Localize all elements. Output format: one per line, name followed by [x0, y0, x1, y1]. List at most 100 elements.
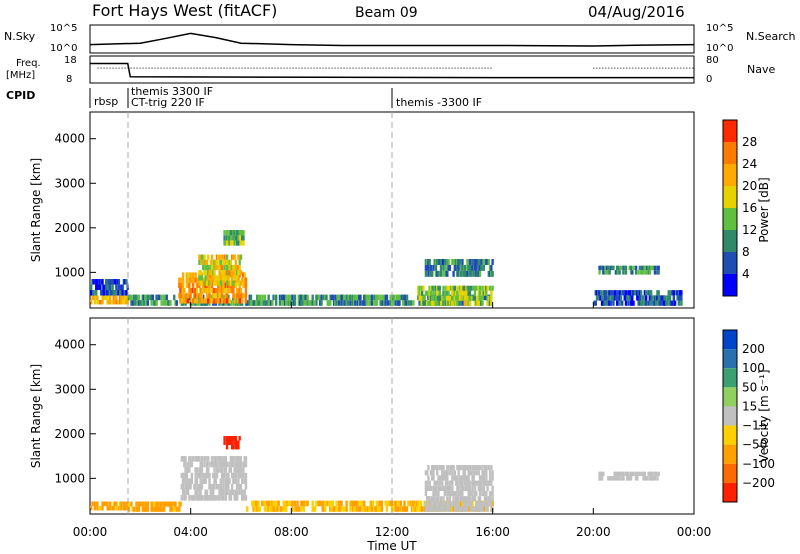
- y-tick-label: 1000: [54, 471, 85, 485]
- scatter-cell: [471, 485, 474, 491]
- scatter-cell: [237, 277, 240, 283]
- scatter-cell: [424, 485, 428, 491]
- scatter-cell: [195, 495, 199, 501]
- scatter-cell: [218, 287, 221, 294]
- scatter-cell: [394, 506, 397, 512]
- scatter-cell: [285, 300, 288, 306]
- scatter-cell: [453, 259, 457, 265]
- colorbar-tick-label: 8: [742, 245, 750, 259]
- scatter-cell: [432, 264, 435, 271]
- scatter-cell: [482, 501, 485, 507]
- scatter-cell: [215, 298, 219, 304]
- scatter-cell: [464, 465, 468, 471]
- colorbar-frame: [722, 119, 738, 297]
- scatter-cell: [235, 495, 239, 501]
- scatter-cell: [405, 294, 409, 301]
- scatter-cell: [189, 277, 192, 283]
- scatter-cell: [184, 293, 187, 299]
- scatter-cell: [481, 290, 484, 296]
- scatter-cell: [283, 506, 287, 512]
- scatter-cell: [436, 496, 439, 502]
- scatter-cell: [272, 506, 275, 512]
- scatter-cell: [198, 467, 201, 473]
- scatter-cell: [403, 294, 406, 301]
- colorbar-swatch: [723, 463, 737, 483]
- scatter-cell: [475, 259, 478, 265]
- scatter-cell: [456, 270, 459, 277]
- scatter-cell: [373, 506, 376, 512]
- scatter-cell: [135, 506, 138, 512]
- scatter-cell: [448, 480, 452, 486]
- scatter-cell: [472, 470, 475, 476]
- scatter-cell: [441, 295, 444, 301]
- scatter-cell: [243, 456, 246, 462]
- scatter-cell: [429, 485, 433, 491]
- scatter-cell: [456, 285, 459, 291]
- scatter-cell: [254, 300, 258, 306]
- scatter-cell: [253, 506, 256, 512]
- scatter-cell: [439, 500, 443, 507]
- scatter-cell: [168, 300, 171, 306]
- scatter-cell: [418, 285, 421, 291]
- scatter-cell: [598, 476, 601, 481]
- scatter-cell: [222, 456, 225, 462]
- scatter-cell: [425, 485, 429, 491]
- scatter-cell: [438, 480, 441, 486]
- scatter-cell: [241, 230, 244, 236]
- scatter-cell: [188, 456, 191, 462]
- scatter-cell: [602, 270, 605, 275]
- scatter-cell: [487, 496, 491, 502]
- scatter-cell: [198, 275, 201, 281]
- scatter-cell: [232, 478, 235, 484]
- scatter-cell: [134, 294, 137, 301]
- scatter-cell: [641, 471, 644, 477]
- scatter-cell: [241, 478, 244, 484]
- scatter-cell: [234, 436, 238, 441]
- scatter-cell: [358, 500, 361, 507]
- scatter-cell: [334, 294, 337, 301]
- scatter-cell: [451, 300, 454, 306]
- scatter-cell: [480, 259, 483, 265]
- scatter-cell: [478, 480, 482, 486]
- scatter-cell: [475, 480, 478, 486]
- scatter-cell: [183, 294, 186, 301]
- scatter-cell: [242, 230, 245, 236]
- scatter-cell: [190, 495, 194, 501]
- scatter-cell: [278, 506, 282, 512]
- scatter-cell: [199, 275, 202, 281]
- scatter-cell: [458, 506, 462, 512]
- scatter-cell: [457, 295, 460, 301]
- scatter-cell: [121, 284, 124, 291]
- scatter-cell: [220, 254, 224, 260]
- scatter-cell: [213, 461, 216, 468]
- scatter-cell: [471, 465, 474, 471]
- scatter-cell: [452, 490, 455, 497]
- scatter-cell: [207, 287, 210, 294]
- scatter-cell: [242, 272, 245, 278]
- colorbar-tick-label: −15: [742, 419, 767, 433]
- scatter-cell: [292, 300, 295, 306]
- scatter-cell: [286, 500, 289, 507]
- scatter-cell: [380, 500, 384, 507]
- scatter-cell: [224, 483, 228, 490]
- scatter-cell: [431, 270, 434, 277]
- scatter-cell: [476, 270, 479, 277]
- nsky-left-tick-top: 10^5: [50, 23, 77, 34]
- scatter-cell: [468, 264, 472, 271]
- scatter-cell: [241, 293, 244, 299]
- scatter-cell: [268, 300, 272, 306]
- scatter-cell: [218, 254, 221, 260]
- scatter-cell: [178, 501, 181, 507]
- scatter-cell: [642, 270, 645, 275]
- scatter-cell: [300, 500, 303, 507]
- scatter-cell: [339, 506, 342, 512]
- scatter-cell: [452, 295, 455, 301]
- scatter-cell: [467, 480, 470, 486]
- scatter-cell: [351, 506, 355, 512]
- scatter-cell: [165, 501, 168, 507]
- scatter-cell: [420, 295, 424, 301]
- scatter-cell: [444, 501, 448, 507]
- scatter-cell: [125, 299, 128, 305]
- scatter-cell: [419, 290, 423, 296]
